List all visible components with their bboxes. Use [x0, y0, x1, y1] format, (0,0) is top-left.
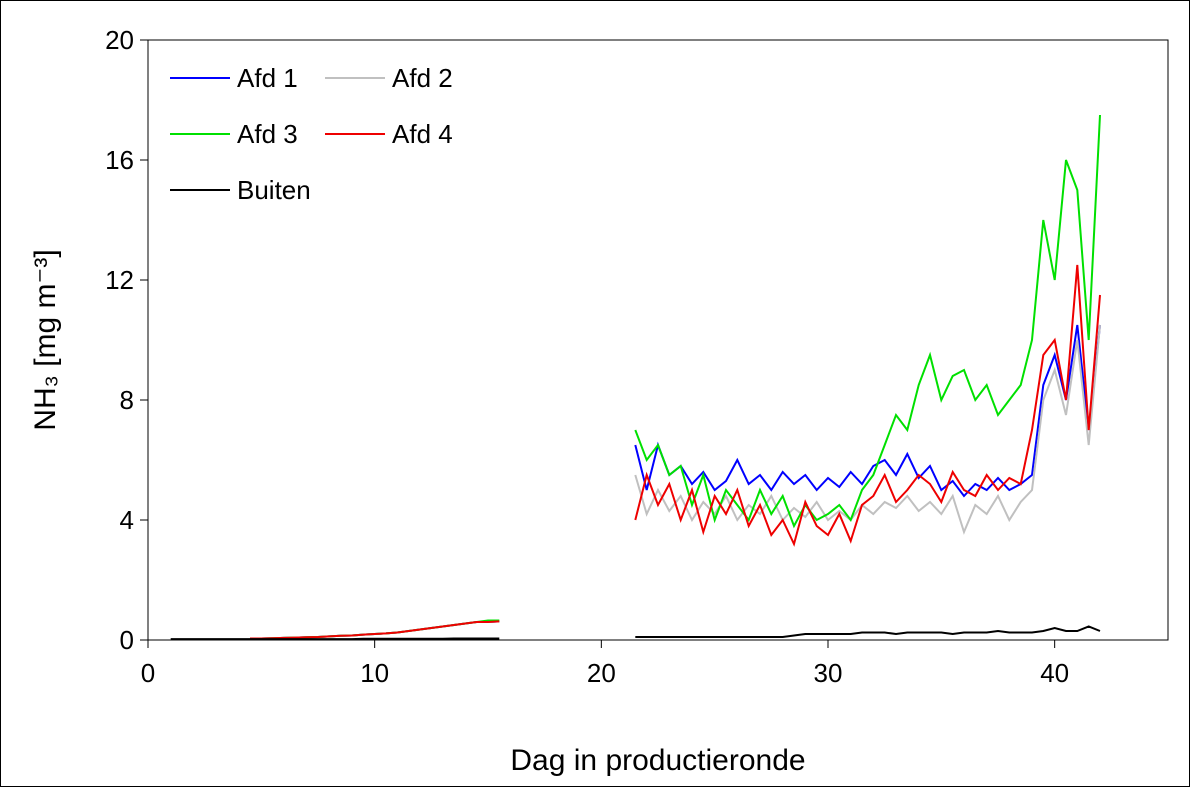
y-tick-label: 0 — [120, 625, 134, 655]
legend-label: Afd 1 — [237, 63, 298, 93]
legend-label: Afd 2 — [392, 63, 453, 93]
y-tick-label: 8 — [120, 385, 134, 415]
x-tick-label: 20 — [587, 658, 616, 688]
legend-label: Buiten — [237, 175, 311, 205]
data-line — [250, 114, 1101, 640]
x-tick-label: 30 — [814, 658, 843, 688]
legend-label: Afd 4 — [392, 119, 453, 149]
x-tick-label: 0 — [141, 658, 155, 688]
x-tick-label: 40 — [1040, 658, 1069, 688]
data-line — [250, 264, 1101, 640]
legend-label: Afd 3 — [237, 119, 298, 149]
y-tick-label: 4 — [120, 505, 134, 535]
data-line — [250, 324, 1101, 640]
data-line — [170, 625, 1101, 641]
x-axis-label: Dag in productieronde — [510, 744, 805, 777]
y-tick-label: 16 — [105, 145, 134, 175]
y-axis-label: NH₃ [mg m⁻³] — [29, 249, 62, 430]
y-tick-label: 12 — [105, 265, 134, 295]
x-tick-label: 10 — [360, 658, 389, 688]
plot-area — [147, 39, 1169, 641]
data-line — [250, 324, 1101, 640]
y-tick-label: 20 — [105, 25, 134, 55]
